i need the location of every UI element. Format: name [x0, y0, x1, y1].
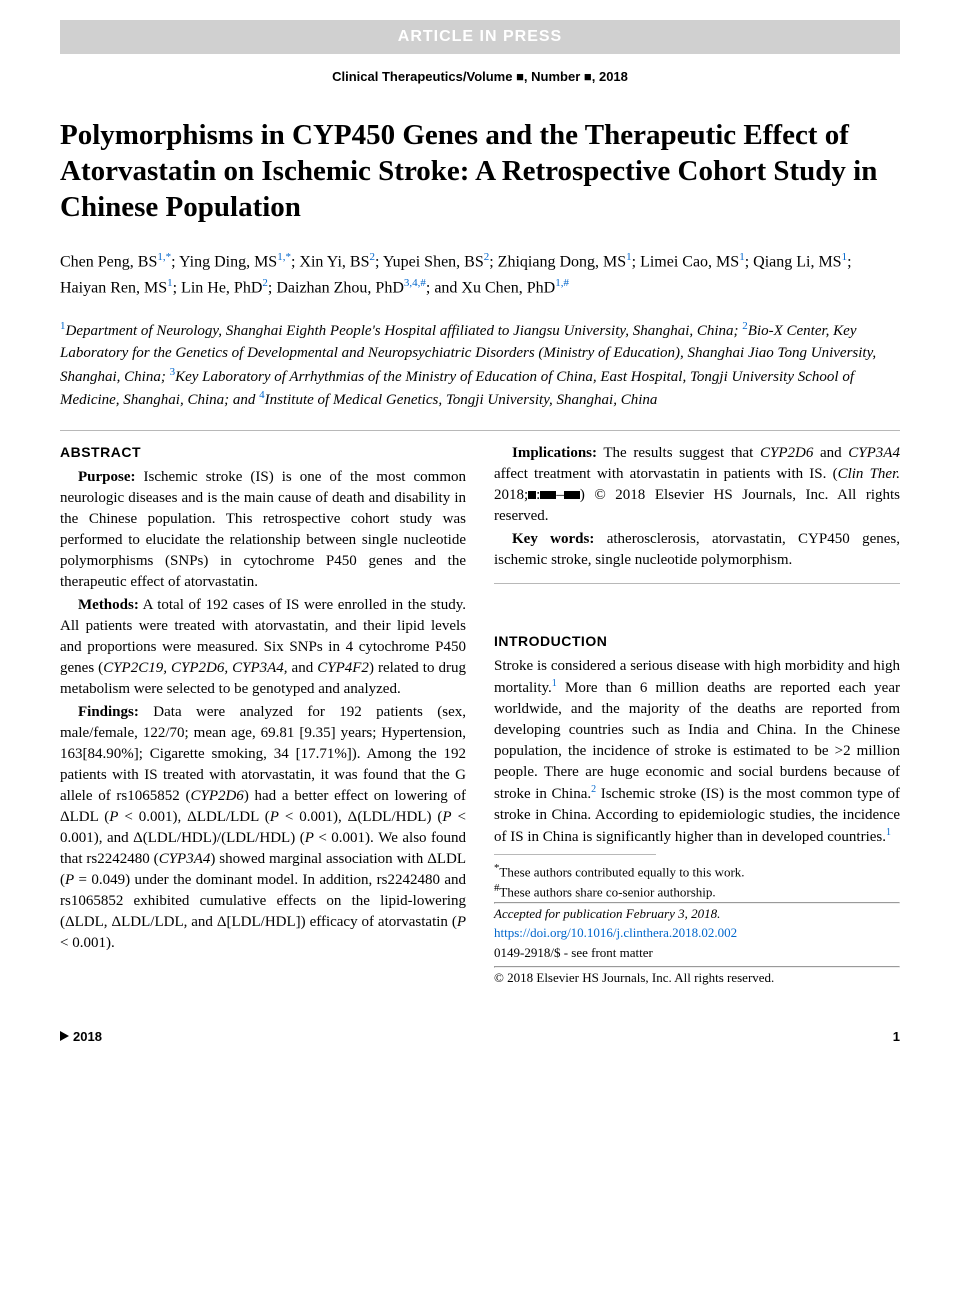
abstract-intro-columns: ABSTRACT Purpose: Ischemic stroke (IS) i… — [60, 443, 900, 988]
footer-year: 2018 — [60, 1028, 102, 1046]
abstract-purpose: Purpose: Ischemic stroke (IS) is one of … — [60, 467, 466, 593]
implications-lead: Implications: — [512, 445, 597, 461]
page-footer: 2018 1 — [60, 1028, 900, 1046]
article-in-press-banner: ARTICLE IN PRESS — [60, 20, 900, 54]
abstract-heading: ABSTRACT — [60, 443, 466, 463]
article-title: Polymorphisms in CYP450 Genes and the Th… — [60, 117, 900, 226]
footnote-equal-contribution: *These authors contributed equally to th… — [494, 861, 900, 882]
author-list: Chen Peng, BS1,*; Ying Ding, MS1,*; Xin … — [60, 249, 900, 301]
findings-lead: Findings: — [78, 704, 139, 720]
methods-lead: Methods: — [78, 597, 139, 613]
abstract-methods: Methods: A total of 192 cases of IS were… — [60, 595, 466, 700]
findings-text: Data were analyzed for 192 patients (sex… — [60, 704, 466, 951]
abstract-implications: Implications: The results suggest that C… — [494, 443, 900, 527]
footnote-senior-author: #These authors share co-senior authorshi… — [494, 881, 900, 902]
accepted-date: Accepted for publication February 3, 201… — [494, 904, 900, 924]
abstract-keywords: Key words: atherosclerosis, atorvastatin… — [494, 529, 900, 571]
issn-line: 0149-2918/$ - see front matter — [494, 943, 900, 963]
introduction-heading: INTRODUCTION — [494, 632, 900, 652]
author-footnotes: *These authors contributed equally to th… — [494, 854, 900, 902]
abstract-findings: Findings: Data were analyzed for 192 pat… — [60, 702, 466, 954]
keywords-lead: Key words: — [512, 531, 594, 547]
purpose-text: Ischemic stroke (IS) is one of the most … — [60, 469, 466, 590]
publication-info-block: Accepted for publication February 3, 201… — [494, 902, 900, 988]
divider — [494, 583, 900, 584]
divider — [60, 430, 900, 431]
journal-citation-line: Clinical Therapeutics/Volume ■, Number ■… — [60, 68, 900, 86]
footer-page-number: 1 — [893, 1028, 900, 1046]
copyright-line: © 2018 Elsevier HS Journals, Inc. All ri… — [494, 968, 900, 988]
divider — [494, 854, 656, 855]
purpose-lead: Purpose: — [78, 469, 136, 485]
doi-link[interactable]: https://doi.org/10.1016/j.clinthera.2018… — [494, 923, 900, 943]
affiliations: 1Department of Neurology, Shanghai Eight… — [60, 319, 900, 412]
introduction-paragraph: Stroke is considered a serious disease w… — [494, 656, 900, 848]
